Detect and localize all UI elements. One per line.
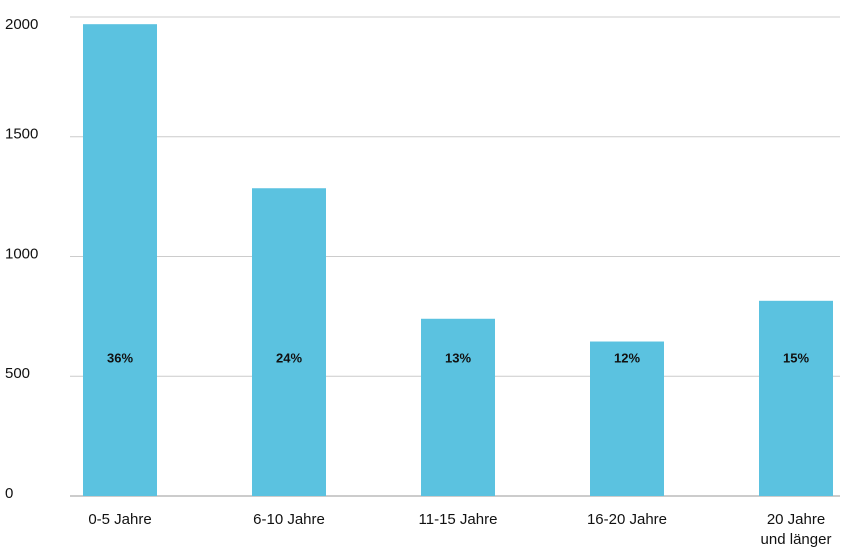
- bar-label: 13%: [445, 350, 471, 365]
- x-tick-label: 16-20 Jahre: [586, 511, 668, 528]
- x-tick-label: 0-5 Jahre: [88, 511, 152, 528]
- x-tick-label: 11-15 Jahre: [418, 511, 498, 528]
- x-tick-label: 6-10 Jahre: [253, 511, 325, 528]
- bar: [421, 318, 495, 496]
- y-tick-label: 0: [5, 485, 13, 502]
- bar-label: 24%: [276, 350, 302, 365]
- y-tick-label: 1500: [5, 126, 38, 143]
- bar-label: 12%: [614, 350, 640, 365]
- y-tick-label: 1000: [5, 245, 38, 262]
- bar: [590, 341, 664, 496]
- y-tick-label: 500: [5, 365, 30, 382]
- y-tick-label: 2000: [5, 16, 38, 33]
- bar: [252, 188, 326, 496]
- bar-label: 36%: [107, 350, 133, 365]
- bar: [83, 24, 157, 497]
- bar-label: 15%: [783, 350, 809, 365]
- bar: [759, 300, 833, 496]
- x-tick-label: 20 Jahre und länger: [760, 511, 832, 548]
